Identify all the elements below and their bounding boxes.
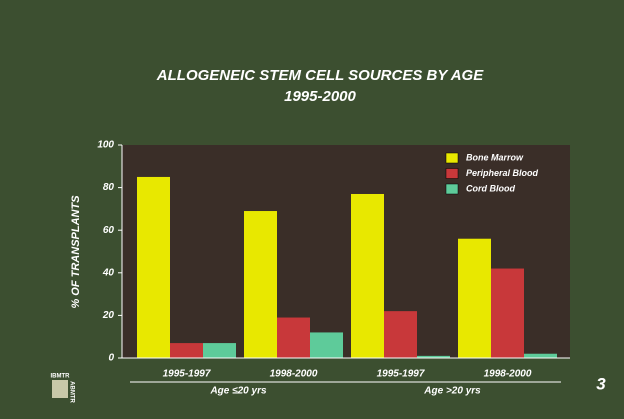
bar	[458, 238, 491, 358]
bar	[417, 355, 450, 358]
bar	[170, 343, 203, 358]
bar	[137, 176, 170, 358]
x-tick-label: 1998-2000	[484, 369, 532, 380]
legend-swatch	[445, 168, 459, 179]
bar	[351, 193, 384, 358]
logo-text: IBMTR	[51, 374, 71, 380]
legend-label: Cord Blood	[466, 183, 515, 193]
logo-icon	[52, 380, 68, 398]
legend-label: Bone Marrow	[466, 152, 524, 162]
group-label: Age >20 yrs	[423, 386, 481, 397]
bar	[310, 332, 343, 358]
bar	[384, 311, 417, 358]
logo-text: ABMTR	[68, 381, 74, 403]
group-label: Age ≤20 yrs	[209, 386, 267, 397]
bar	[491, 268, 524, 358]
chart-subtitle: 1995-2000	[284, 88, 356, 105]
x-tick-label: 1998-2000	[270, 369, 318, 380]
bar	[203, 343, 236, 358]
y-axis-label: % OF TRANSPLANTS	[70, 195, 82, 309]
legend-swatch	[445, 183, 459, 195]
y-tick-label: 0	[108, 353, 114, 364]
y-tick-label: 20	[102, 310, 115, 321]
y-tick-label: 80	[103, 182, 115, 193]
chart-title: ALLOGENEIC STEM CELL SOURCES BY AGE	[156, 67, 484, 84]
legend-swatch	[445, 152, 459, 164]
legend-label: Peripheral Blood	[466, 168, 539, 178]
y-tick-label: 60	[103, 225, 115, 236]
bar	[277, 317, 310, 358]
page-number: 3	[596, 374, 606, 393]
bar	[244, 211, 277, 358]
y-tick-label: 40	[102, 267, 115, 278]
y-tick-label: 100	[97, 140, 114, 151]
x-tick-label: 1995-1997	[163, 369, 211, 380]
x-tick-label: 1995-1997	[377, 369, 425, 380]
bar	[524, 353, 557, 358]
